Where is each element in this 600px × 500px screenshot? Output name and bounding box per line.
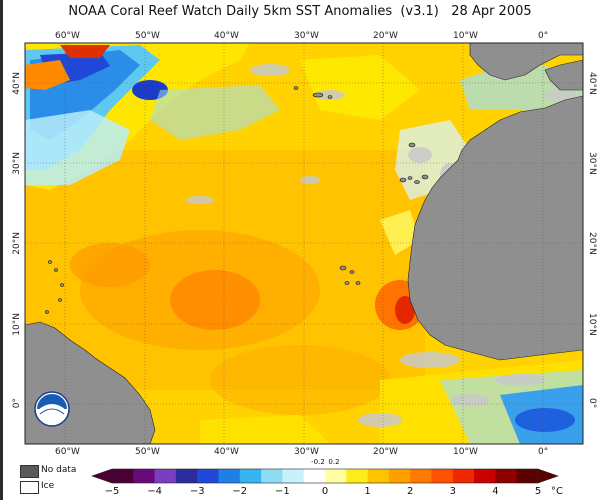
- lat-label-left: 30°N: [12, 152, 22, 175]
- map-title: NOAA Coral Reef Watch Daily 5km SST Anom…: [68, 4, 532, 19]
- colorbar-segment: [175, 469, 198, 483]
- colorbar-tick-label: 3: [449, 486, 456, 497]
- no-data-label: No data: [41, 465, 77, 475]
- lon-label-top: 10°W: [453, 31, 478, 41]
- lon-label-bottom: 0°: [538, 447, 549, 457]
- lon-label-top: 60°W: [55, 31, 80, 41]
- colorbar-unit: °C: [551, 486, 563, 497]
- lon-label-top: 20°W: [373, 31, 398, 41]
- colorbar-segment: [452, 469, 475, 483]
- colorbar-max-arrow: [537, 468, 559, 484]
- colorbar-segment: [474, 469, 496, 483]
- lon-label-top: 40°W: [214, 31, 239, 41]
- colorbar-tick-label: −3: [189, 486, 205, 497]
- colorbar-tick-label: −1: [275, 486, 290, 497]
- colorbar-segment: [112, 469, 134, 483]
- lon-label-bottom: 20°W: [373, 447, 398, 457]
- colorbar-segment: [431, 469, 454, 483]
- colorbar-tick-label: 5: [534, 486, 542, 497]
- colorbar-segment: [495, 469, 518, 483]
- colorbar-segment: [239, 469, 262, 483]
- lat-label-left: 20°N: [12, 232, 22, 255]
- colorbar-small-tick: -0.2: [311, 458, 325, 466]
- colorbar-frame: [111, 468, 539, 484]
- colorbar-segment: [133, 469, 156, 483]
- lon-label-bottom: 40°W: [214, 447, 239, 457]
- lat-label-left: 40°N: [12, 72, 22, 95]
- lat-label-right: 20°N: [587, 232, 597, 255]
- lon-label-bottom: 50°W: [135, 447, 160, 457]
- noaa-logo: [34, 391, 70, 427]
- lat-label-right: 30°N: [587, 152, 597, 175]
- lat-label-right: 40°N: [587, 72, 597, 95]
- colorbar-tick-label: −5: [104, 486, 120, 497]
- lat-label-right: 10°N: [587, 313, 597, 336]
- lon-label-top: 50°W: [135, 31, 160, 41]
- no-data-swatch: [20, 465, 39, 478]
- colorbar-min-arrow: [91, 468, 113, 484]
- colorbar-segment: [516, 469, 539, 483]
- ice-label: Ice: [41, 481, 55, 491]
- colorbar-tick-label: 4: [492, 486, 499, 497]
- colorbar-segment: [218, 469, 241, 483]
- colorbar-segment: [282, 469, 305, 483]
- lon-label-bottom: 10°W: [453, 447, 478, 457]
- lat-label-left: 0°: [12, 398, 22, 409]
- colorbar-segment: [197, 469, 219, 483]
- lon-label-bottom: 60°W: [55, 447, 80, 457]
- colorbar-segment: [388, 469, 411, 483]
- lon-label-top: 30°W: [294, 31, 319, 41]
- colorbar-small-tick: 0.2: [328, 458, 340, 466]
- colorbar-segment: [154, 469, 177, 483]
- colorbar-tick-label: 1: [364, 486, 371, 497]
- window-edge: [0, 0, 3, 500]
- colorbar-tick-label: −4: [147, 486, 162, 497]
- colorbar-segment: [346, 469, 369, 483]
- sst-colorbar: [91, 468, 559, 484]
- colorbar-segment: [303, 469, 326, 483]
- colorbar-segment: [261, 469, 283, 483]
- colorbar-tick-label: 2: [407, 486, 414, 497]
- colorbar-segment: [367, 469, 390, 483]
- lon-label-top: 0°: [538, 31, 549, 41]
- colorbar-tick-label: −2: [232, 486, 248, 497]
- lon-label-bottom: 30°W: [294, 447, 319, 457]
- colorbar-tick-label: 0: [321, 486, 329, 497]
- colorbar-segment: [325, 469, 347, 483]
- ice-swatch: [20, 481, 39, 494]
- lat-label-left: 10°N: [12, 313, 22, 336]
- colorbar-segment: [410, 469, 432, 483]
- lat-label-right: 0°: [587, 398, 597, 409]
